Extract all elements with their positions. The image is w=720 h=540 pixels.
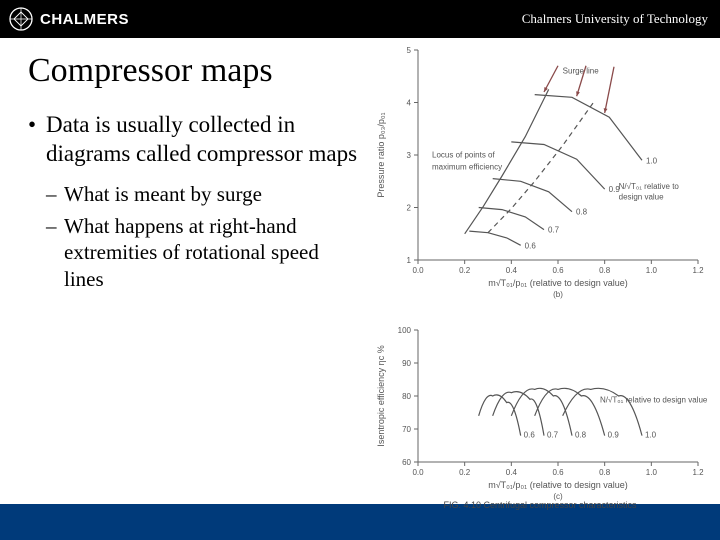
sub-bullet: What happens at right-hand extremities o… [46,213,360,292]
svg-text:4: 4 [407,99,412,108]
svg-text:Surge line: Surge line [563,67,600,76]
svg-text:0.0: 0.0 [412,468,424,477]
logo-mark-icon [8,6,34,32]
svg-text:FIG. 4.10 Centrifugal compre: FIG. 4.10 Centrifugal compressor charact… [443,500,637,510]
svg-text:0.4: 0.4 [506,468,518,477]
bullet-main: Data is usually collected in diagrams ca… [28,111,360,292]
svg-text:0.7: 0.7 [548,226,560,235]
svg-text:0.6: 0.6 [525,241,537,250]
svg-text:0.6: 0.6 [552,468,564,477]
svg-text:1.0: 1.0 [646,468,658,477]
svg-text:Pressure ratio p₀₃/p₀₁: Pressure ratio p₀₃/p₀₁ [376,112,386,197]
svg-text:(b): (b) [553,290,563,299]
text-column: Compressor maps Data is usually collecte… [0,38,370,504]
svg-text:0.7: 0.7 [547,431,559,440]
svg-text:maximum efficiency: maximum efficiency [432,163,502,172]
svg-text:0.6: 0.6 [552,266,564,275]
svg-text:m√T₀₁/p₀₁ (relative to design: m√T₀₁/p₀₁ (relative to design value) [488,480,628,490]
svg-text:0.0: 0.0 [412,266,424,275]
svg-text:Locus of points of: Locus of points of [432,151,495,160]
svg-text:5: 5 [407,46,412,55]
svg-text:0.8: 0.8 [599,266,611,275]
svg-text:0.2: 0.2 [459,468,471,477]
svg-text:100: 100 [398,326,412,335]
svg-text:0.8: 0.8 [599,468,611,477]
svg-text:design value: design value [619,193,664,202]
svg-text:1: 1 [407,256,412,265]
svg-text:1.0: 1.0 [645,431,657,440]
svg-text:90: 90 [402,359,411,368]
figure-column: 1 2 3 4 5 0.0 0.2 0.4 0.6 0.8 1.0 1.2 Pressure ratio… [370,38,720,504]
svg-text:60: 60 [402,458,411,467]
svg-text:0.8: 0.8 [576,208,588,217]
content-area: Compressor maps Data is usually collecte… [0,38,720,504]
svg-text:0.8: 0.8 [575,431,587,440]
svg-text:3: 3 [407,151,412,160]
svg-text:1.0: 1.0 [646,156,658,165]
svg-text:80: 80 [402,392,411,401]
svg-text:0.6: 0.6 [524,431,536,440]
svg-text:70: 70 [402,425,411,434]
university-name: Chalmers University of Technology [522,11,708,27]
compressor-map-figure: 1 2 3 4 5 0.0 0.2 0.4 0.6 0.8 1.0 1.2 Pressure ratio… [370,42,710,502]
sub-bullet: What is meant by surge [46,181,360,207]
svg-text:m√T₀₁/p₀₁ (relative to design: m√T₀₁/p₀₁ (relative to design value) [488,278,628,288]
svg-text:2: 2 [407,204,412,213]
svg-text:1.2: 1.2 [692,468,704,477]
header-bar: CHALMERS Chalmers University of Technolo… [0,0,720,38]
svg-text:Isentropic efficiency ηc %: Isentropic efficiency ηc % [376,345,386,446]
logo-text: CHALMERS [40,11,129,28]
logo: CHALMERS [8,6,129,32]
svg-text:1.0: 1.0 [646,266,658,275]
svg-text:0.9: 0.9 [608,431,620,440]
svg-text:1.2: 1.2 [692,266,704,275]
svg-text:0.4: 0.4 [506,266,518,275]
svg-text:N/√T₀₁ relative to design valu: N/√T₀₁ relative to design value [600,396,708,405]
slide-title: Compressor maps [28,52,360,89]
svg-text:N/√T₀₁ relative to: N/√T₀₁ relative to [619,182,680,191]
svg-text:0.2: 0.2 [459,266,471,275]
bullet-main-text: Data is usually collected in diagrams ca… [46,112,357,166]
